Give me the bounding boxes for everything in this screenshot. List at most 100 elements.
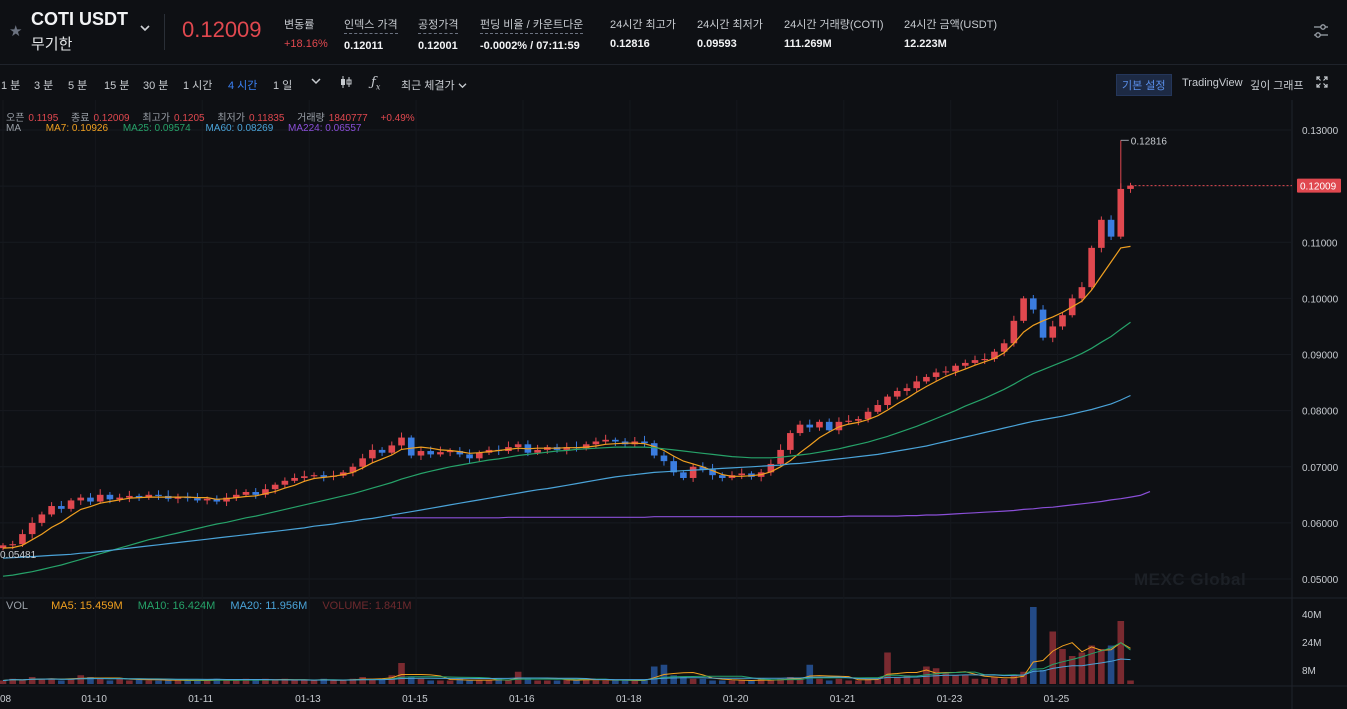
volume-bar [592, 680, 600, 684]
volume-bar [19, 680, 26, 684]
volume-bar [835, 678, 843, 684]
candle-body [884, 396, 891, 406]
candle-body [1030, 298, 1037, 310]
candle-body [96, 494, 104, 502]
candle-body [155, 494, 162, 496]
volume-bar [650, 666, 658, 684]
candle-body [19, 534, 26, 545]
candle-body [301, 476, 308, 478]
volume-bar [369, 678, 376, 684]
volume-bar [874, 678, 882, 684]
volume-bar [135, 678, 143, 684]
candle-body [650, 443, 658, 456]
ma224-value: MA224: 0.06557 [288, 123, 362, 134]
candle-body [874, 405, 882, 412]
open-label: 오픈 [6, 113, 25, 124]
date-tick-label: 01-18 [616, 694, 642, 705]
volume-bar [1117, 621, 1125, 684]
candle-body [271, 484, 279, 490]
ma-label: MA [6, 123, 21, 134]
symbol-name[interactable]: COTI USDT [31, 9, 128, 29]
interval-15m[interactable]: 15 분 [104, 80, 130, 92]
candle-body [855, 419, 862, 421]
ma-line-ma60 [2, 394, 1131, 559]
sliders-settings-icon[interactable] [1312, 22, 1330, 40]
candle-body [48, 506, 55, 515]
candle-body [1049, 326, 1057, 338]
stat-funding-rate[interactable]: 펀딩 비율 / 카운트다운 -0.0002% / 07:11:59 [480, 16, 584, 52]
date-tick-label: 01-11 [188, 694, 213, 705]
candle-body [612, 439, 619, 442]
view-depth-button[interactable]: 깊이 그래프 [1250, 80, 1304, 92]
current-price-label: 0.12009 [1300, 182, 1337, 193]
volume-bar [9, 678, 17, 684]
candle-body [378, 449, 386, 453]
candle-body [514, 444, 522, 448]
stat-index-price[interactable]: 인덱스 가격 0.12011 [344, 16, 398, 52]
candle-body [641, 441, 648, 444]
candle-body [1117, 188, 1125, 237]
volume-bar [728, 680, 736, 684]
volume-bar [320, 678, 328, 684]
candle-body [738, 473, 746, 476]
stat-value: 0.12816 [610, 38, 650, 50]
candle-body [1010, 320, 1018, 344]
candle-body [952, 365, 959, 372]
chevron-down-icon[interactable] [140, 23, 150, 35]
interval-5m[interactable]: 5 분 [68, 80, 88, 92]
interval-more-chevron-icon[interactable] [311, 76, 321, 88]
candle-body [291, 477, 298, 481]
candle-body [1127, 185, 1134, 189]
chevron-down-icon [458, 83, 467, 89]
high-marker-label: 0.12816 [1131, 136, 1168, 147]
volume-bar [738, 680, 746, 684]
favorite-star-icon[interactable]: ★ [9, 23, 23, 40]
candle-body [87, 497, 94, 502]
candle-body [223, 497, 230, 502]
volume-bar [787, 677, 794, 684]
volume-bar [417, 678, 425, 684]
stat-fair-price[interactable]: 공정가격 0.12001 [418, 16, 459, 52]
candlestick-series [0, 140, 1134, 551]
market-header: ★ COTI USDT 무기한 0.12009 변동률 +18.16% 인덱스 … [0, 0, 1347, 65]
interval-3m[interactable]: 3 분 [34, 80, 54, 92]
volume-bar [407, 677, 415, 684]
ma-line-ma7 [2, 245, 1131, 549]
chart-grid [0, 100, 1347, 709]
fullscreen-icon[interactable] [1316, 76, 1328, 91]
volume-bar [631, 680, 639, 684]
candle-body [475, 452, 483, 459]
price-chart[interactable]: 0.130000.120000.110000.100000.090000.080… [0, 100, 1347, 709]
candle-body [942, 371, 950, 373]
interval-1h[interactable]: 1 시간 [183, 80, 213, 92]
chart-axes: 0.130000.120000.110000.100000.090000.080… [0, 126, 1341, 705]
candle-body [670, 461, 677, 473]
price-type-select[interactable]: 최근 체결가 [401, 77, 467, 93]
view-basic-button[interactable]: 기본 설정 [1116, 74, 1172, 96]
date-tick-label: 01-20 [723, 694, 749, 705]
volume-bar [825, 680, 833, 684]
volume-bar [184, 680, 191, 684]
candle-body [767, 463, 775, 473]
interval-1m[interactable]: 1 분 [1, 80, 21, 92]
interval-4h[interactable]: 4 시간 [228, 80, 258, 92]
volume-bar [1068, 656, 1076, 684]
indicator-fx-icon[interactable]: ƒx [371, 75, 381, 92]
interval-30m[interactable]: 30 분 [143, 80, 169, 92]
view-tradingview-button[interactable]: TradingView [1182, 77, 1243, 89]
volume-bar [67, 678, 75, 684]
watermark: MEXC Global [1134, 570, 1247, 589]
interval-1d[interactable]: 1 일 [273, 80, 293, 92]
candle-body [1059, 315, 1066, 327]
candlestick-type-icon[interactable] [339, 75, 353, 92]
stat-24h-amount: 24시간 금액(USDT) 12.223M [904, 16, 997, 50]
candle-body [1078, 287, 1086, 299]
date-tick-label: 01-15 [402, 694, 428, 705]
vol-ma20-value: MA20: 11.956M [230, 600, 308, 612]
volume-bar [505, 680, 512, 684]
close-label: 종료 [71, 113, 90, 124]
candle-body [446, 451, 454, 453]
volume-label: 거래량 [297, 113, 325, 124]
candle-body [203, 498, 211, 501]
candle-body [680, 472, 687, 478]
